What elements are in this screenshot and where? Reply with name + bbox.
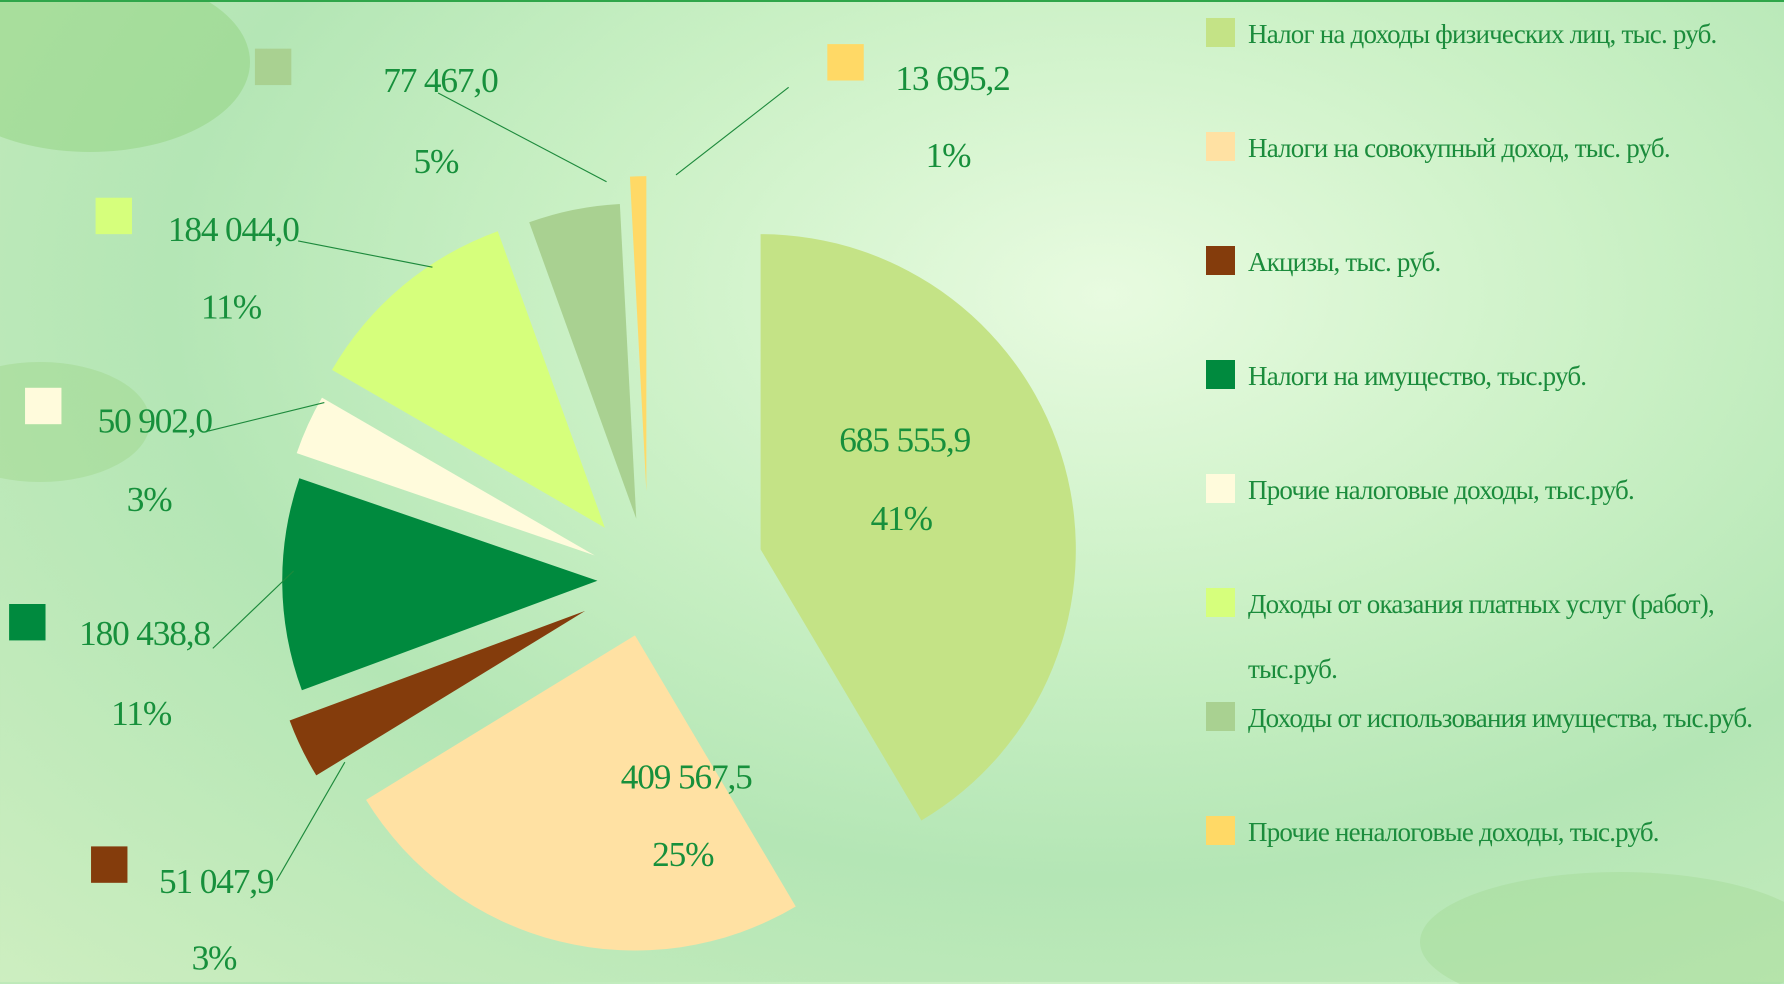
label-key	[9, 604, 46, 641]
legend-key	[1206, 246, 1235, 275]
legend-key	[1206, 132, 1235, 161]
percent-label: 1%	[926, 136, 971, 175]
leader-line	[276, 761, 346, 881]
pie-slice	[332, 231, 605, 528]
leader-line	[212, 570, 294, 649]
legend-label: Налог на доходы физических лиц, тыс. руб…	[1248, 19, 1717, 49]
legend-label: Акцизы, тыс. руб.	[1248, 247, 1441, 277]
legend-key	[1206, 816, 1235, 845]
label-key	[254, 48, 292, 86]
value-label: 685 555,9	[839, 421, 970, 460]
legend-key	[1206, 702, 1235, 731]
label-key	[827, 44, 864, 81]
legend-label: Прочие неналоговые доходы, тыс.руб.	[1248, 817, 1660, 847]
legend-label: Доходы от оказания платных услуг (работ)…	[1248, 589, 1715, 684]
percent-label: 25%	[652, 835, 714, 874]
legend-label: Прочие налоговые доходы, тыс.руб.	[1248, 475, 1635, 505]
value-label: 180 438,8	[79, 614, 210, 653]
value-label: 77 467,0	[383, 61, 498, 100]
pie-slice	[760, 234, 1076, 821]
value-label: 184 044,0	[168, 210, 299, 249]
leader-line	[675, 86, 789, 176]
pie-slice	[289, 610, 586, 776]
leader-line	[298, 240, 433, 268]
leaf-decor	[1420, 872, 1784, 984]
leader-line	[437, 92, 607, 183]
value-label: 13 695,2	[895, 59, 1009, 98]
legend-key	[1206, 18, 1235, 47]
legend-key	[1206, 474, 1235, 503]
percent-label: 11%	[111, 694, 172, 733]
legend-label: Доходы от использования имущества, тыс.р…	[1248, 703, 1753, 733]
value-label: 409 567,5	[621, 757, 752, 796]
percent-label: 5%	[413, 142, 458, 181]
legend-key	[1206, 588, 1235, 617]
legend-label: Налоги на совокупный доход, тыс. руб.	[1248, 133, 1671, 163]
pie-slice	[282, 478, 598, 691]
label-key	[91, 846, 128, 883]
pie-slice	[629, 176, 647, 492]
legend-key	[1206, 360, 1235, 389]
pie-slice	[296, 397, 595, 556]
percent-label: 3%	[192, 938, 237, 977]
pie-slice	[529, 203, 637, 519]
label-key	[25, 387, 62, 425]
legend-label: Налоги на имущество, тыс.руб.	[1248, 361, 1587, 391]
percent-label: 3%	[127, 480, 172, 519]
leaf-decor	[0, 2, 250, 152]
value-label: 50 902,0	[98, 401, 213, 440]
leader-line	[208, 402, 325, 432]
percent-label: 41%	[871, 499, 933, 538]
label-key	[95, 197, 133, 235]
value-label: 51 047,9	[159, 862, 274, 901]
percent-label: 11%	[201, 287, 262, 326]
pie-slice	[366, 635, 796, 951]
